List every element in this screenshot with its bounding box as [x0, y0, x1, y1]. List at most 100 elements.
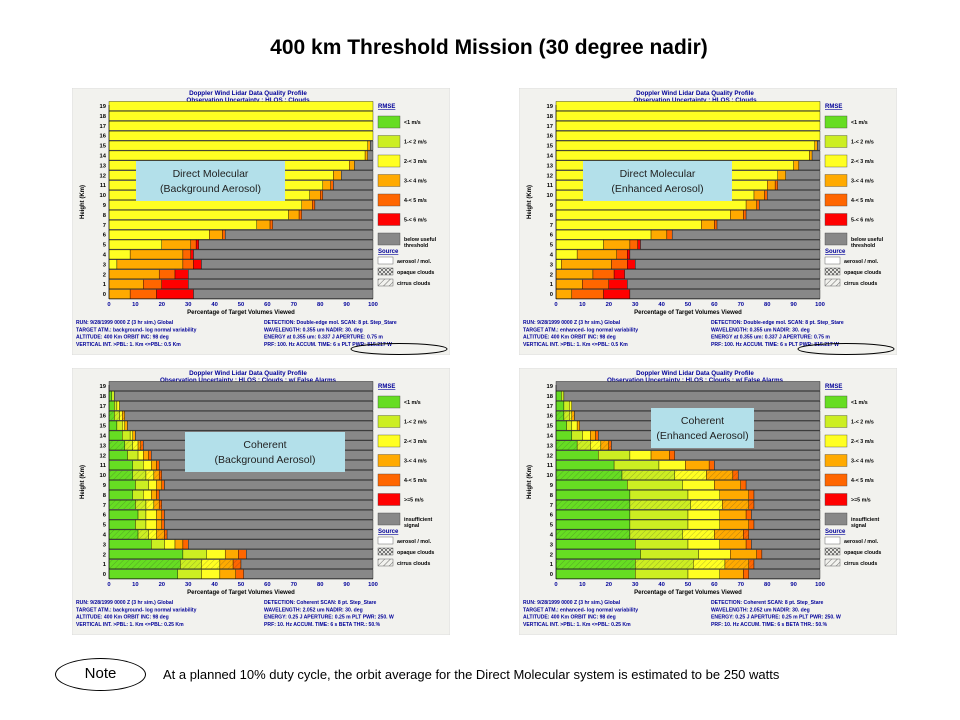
bar-segment: [108, 249, 131, 260]
bar-segment: [745, 539, 752, 550]
bar-segment: [753, 559, 821, 569]
source-label: aerosol / mol.: [397, 259, 432, 265]
x-tick-label: 20: [606, 302, 612, 308]
bar-segment: [687, 539, 720, 550]
bar-segment: [161, 500, 374, 510]
legend-label: <1 m/s: [851, 120, 868, 126]
bar-segment: [708, 460, 715, 470]
bar-segment: [190, 249, 194, 260]
bar-segment: [341, 170, 374, 180]
y-tick-label: 12: [100, 173, 106, 179]
bar-segment: [156, 519, 162, 530]
annotation-line-1: Direct Molecular: [620, 168, 696, 180]
bar-segment: [595, 430, 599, 441]
legend-label: >=5 m/s: [851, 498, 871, 504]
bar-segment: [108, 239, 162, 250]
bar-segment: [132, 430, 136, 441]
run-info-right: PRF: 10. Hz ACCUM. TIME: 6 s BETA THR.: …: [711, 622, 828, 628]
bar-segment: [555, 111, 821, 121]
legend-label: 3-< 4 m/s: [851, 459, 874, 465]
bar-segment: [745, 480, 821, 490]
chart-svg: Doppler Wind Lidar Data Quality ProfileO…: [519, 88, 897, 355]
bar-segment: [108, 460, 133, 470]
bar-segment: [629, 519, 689, 530]
chart-subtitle: Observation Uncertainty ; HLOS ; Clouds …: [607, 377, 784, 384]
y-tick-label: 5: [103, 243, 107, 249]
bar-segment: [158, 490, 374, 500]
bar-segment: [687, 519, 720, 530]
y-tick-label: 9: [103, 483, 107, 489]
source-swatch: [824, 547, 841, 556]
bar-segment: [127, 420, 374, 431]
legend-swatch: [824, 395, 848, 409]
bar-segment: [685, 460, 710, 470]
bar-segment: [166, 529, 374, 540]
bar-segment: [132, 490, 144, 500]
bar-segment: [753, 519, 821, 530]
bar-segment: [748, 519, 755, 530]
run-info-left: VERTICAL INT. >PBL: 1. Km <=PBL: 0.5 Km: [523, 342, 628, 348]
bar-segment: [561, 391, 565, 401]
legend-swatch: [377, 473, 401, 487]
bar-segment: [127, 450, 139, 460]
source-swatch: [377, 278, 394, 287]
power-highlight-oval: [797, 343, 895, 355]
bar-hatch: [119, 411, 123, 421]
legend-swatch: [824, 213, 848, 226]
source-label: opaque clouds: [844, 270, 881, 276]
chart-subtitle: Observation Uncertainty ; HLOS ; Clouds …: [160, 377, 337, 384]
legend-label: 5-< 6 m/s: [404, 218, 427, 224]
y-tick-label: 9: [103, 203, 107, 209]
bar-segment: [555, 249, 578, 260]
bar-segment: [161, 509, 165, 520]
y-tick-label: 6: [550, 513, 554, 519]
source-title: Source: [825, 249, 846, 255]
bar-segment: [129, 289, 157, 299]
legend-label: 4-< 5 m/s: [851, 478, 874, 484]
bar-segment: [151, 460, 157, 470]
x-tick-label: 90: [790, 302, 796, 308]
bar-segment: [719, 569, 744, 579]
source-label: aerosol / mol.: [844, 259, 879, 265]
x-tick-label: 0: [554, 302, 557, 308]
run-info-left: RUN: 9/28/1999 0000 Z (3 hr sim.) Global: [76, 600, 174, 606]
bar-segment: [555, 140, 815, 151]
bar-segment: [143, 460, 152, 470]
bar-segment: [759, 200, 821, 210]
bar-segment: [108, 150, 366, 161]
annotation-line-1: Direct Molecular: [173, 168, 249, 180]
bar-hatch: [124, 440, 133, 450]
source-label: cirrus clouds: [397, 561, 430, 567]
bar-segment: [629, 249, 821, 260]
legend-swatch: [824, 434, 848, 448]
y-tick-label: 0: [550, 572, 553, 578]
bar-hatch: [556, 440, 578, 450]
bar-segment: [687, 569, 720, 579]
source-title: Source: [378, 529, 399, 535]
legend-swatch: [377, 193, 401, 207]
y-tick-label: 1: [103, 282, 107, 288]
bar-segment: [108, 229, 210, 240]
bar-segment: [143, 450, 149, 460]
bar-segment: [182, 249, 192, 260]
source-title: Source: [825, 529, 846, 535]
y-tick-label: 7: [550, 503, 553, 509]
x-tick-label: 40: [658, 302, 664, 308]
bar-segment: [143, 490, 152, 500]
bar-segment: [555, 569, 636, 579]
panel-direct-molecular-background: Doppler Wind Lidar Data Quality Profile O…: [72, 88, 450, 355]
legend-swatch: [377, 135, 401, 148]
legend-swatch: [824, 493, 848, 506]
source-swatch: [377, 558, 394, 567]
bar-segment: [322, 190, 374, 200]
bar-segment: [658, 460, 686, 470]
bar-segment: [576, 249, 617, 260]
bar-hatch: [145, 470, 154, 480]
bar-segment: [145, 509, 157, 520]
bar-hatch: [690, 500, 723, 510]
y-tick-label: 14: [547, 153, 554, 159]
x-tick-label: 40: [211, 302, 217, 308]
bar-hatch: [122, 411, 125, 421]
bar-segment: [555, 460, 615, 470]
source-label: aerosol / mol.: [397, 539, 432, 545]
